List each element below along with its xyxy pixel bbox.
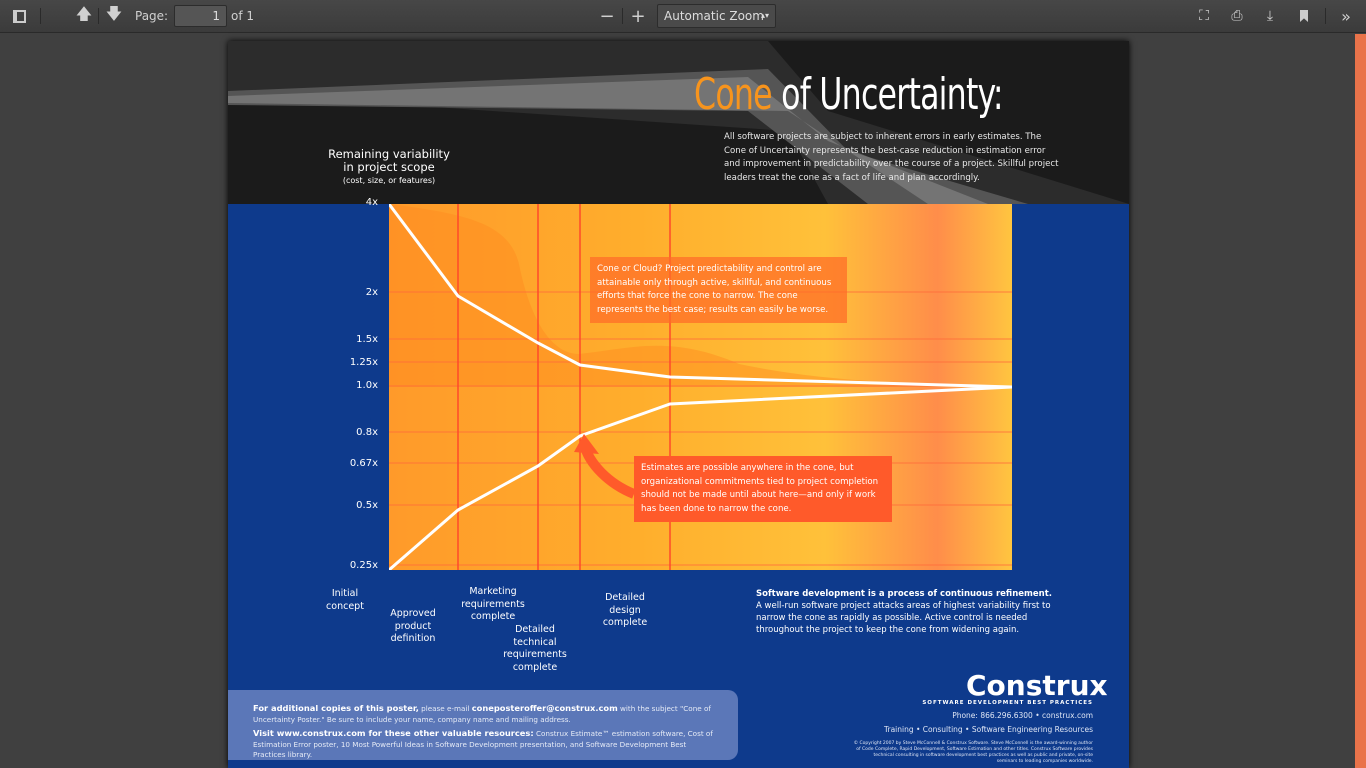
copies-heading: For additional copies of this poster,: [253, 703, 419, 713]
milestone-label: Detailed technical requirements complete: [503, 624, 567, 673]
print-icon: ⎙: [1231, 8, 1243, 24]
y-tick-label: 1.0x: [356, 380, 378, 391]
arrowhead-icon: [574, 434, 599, 454]
cone-upper-line: [387, 203, 1013, 389]
cloud-callout: Cone or Cloud? Project predictability an…: [590, 257, 847, 323]
print-button[interactable]: ⎙: [1226, 5, 1248, 27]
y-tick-label: 0.67x: [349, 458, 378, 469]
header-swoosh: [228, 41, 1129, 204]
visit-heading[interactable]: Visit www.construx.com for these other v…: [253, 728, 534, 738]
zoom-value: Automatic Zoom: [664, 9, 764, 23]
scrollbar[interactable]: [1355, 34, 1366, 768]
y-tick-label: 1.5x: [356, 334, 378, 345]
title-rest: of Uncertainty:: [771, 69, 1003, 120]
bookmark-icon: [1300, 10, 1308, 22]
arrow-up-icon: 🡅: [75, 3, 93, 23]
select-arrows-icon: ▴▾: [760, 11, 769, 20]
download-icon: ⤓: [1266, 8, 1274, 24]
arrow-down-icon: 🡇: [105, 3, 123, 23]
previous-page-button[interactable]: 🡅: [73, 3, 95, 27]
email-link[interactable]: coneposteroffer@construx.com: [471, 703, 618, 713]
presentation-mode-button[interactable]: ⛶: [1193, 5, 1215, 27]
cone-svg: [387, 203, 1013, 572]
next-page-button[interactable]: 🡇: [103, 3, 125, 27]
page-count: of 1: [231, 9, 255, 23]
poster-title: Cone of Uncertainty:: [694, 69, 1004, 120]
pdf-page: Cone of Uncertainty: All software projec…: [228, 41, 1129, 768]
download-button[interactable]: ⤓: [1259, 5, 1281, 27]
cone-chart: Cone or Cloud? Project predictability an…: [387, 203, 1013, 572]
y-tick-label: 4x: [365, 197, 378, 208]
sidebar-toggle-icon: [12, 9, 26, 23]
page-label: Page:: [135, 9, 169, 23]
ylabel-line1: Remaining variability: [328, 147, 450, 161]
milestone-label: Approved product definition: [390, 608, 436, 644]
chevrons-right-icon: »: [1341, 6, 1351, 26]
zoom-in-button[interactable]: +: [628, 5, 648, 27]
refine-title: Software development is a process of con…: [756, 589, 1052, 599]
copies-text-2: with the subject "Cone of Uncertainty Po…: [253, 704, 711, 724]
phone-text: Phone: 866.296.6300 • construx.com: [952, 711, 1093, 720]
footer-info-box: For additional copies of this poster, pl…: [228, 690, 738, 760]
fullscreen-icon: ⛶: [1199, 8, 1209, 24]
y-tick-label: 2x: [365, 287, 378, 298]
y-tick-label: 0.5x: [356, 500, 378, 511]
ylabel-sub: (cost, size, or features): [342, 176, 436, 185]
ylabel-line2: in project scope: [343, 160, 435, 174]
y-tick-label: 0.8x: [356, 427, 378, 438]
pdf-toolbar: 🡅 🡇 Page: of 1 − + Automatic Zoom▴▾ ⛶ ⎙ …: [0, 0, 1366, 33]
logo-tagline: SOFTWARE DEVELOPMENT BEST PRACTICES: [922, 700, 1093, 706]
services-text: Training • Consulting • Software Enginee…: [884, 725, 1093, 734]
milestone-label: Detailed design complete: [602, 592, 648, 628]
refine-body: A well-run software project attacks area…: [756, 601, 1051, 635]
bookmark-button[interactable]: [1293, 5, 1315, 27]
refinement-text: Software development is a process of con…: [756, 588, 1056, 636]
poster-header: Cone of Uncertainty: All software projec…: [228, 41, 1129, 204]
milestone-label: Marketing requirements complete: [461, 586, 525, 622]
minus-icon: −: [599, 5, 615, 27]
title-accent: Cone: [694, 69, 773, 120]
zoom-select[interactable]: Automatic Zoom ▴▾: [657, 4, 776, 28]
visit-text: Construx Estimate™ estimation software, …: [253, 729, 713, 759]
tools-button[interactable]: »: [1334, 5, 1358, 27]
y-tick-label: 0.25x: [349, 560, 378, 571]
zoom-out-button[interactable]: −: [597, 5, 617, 27]
y-tick-label: 1.25x: [349, 357, 378, 368]
construx-logo: Construx: [966, 669, 1108, 702]
plus-icon: +: [630, 5, 646, 27]
milestone-label: Initial concept: [326, 588, 364, 612]
cone-lower-line: [388, 385, 1013, 572]
sidebar-toggle-button[interactable]: [8, 5, 30, 27]
y-axis-label: Remaining variability in project scope (co…: [316, 148, 462, 187]
estimates-callout: Estimates are possible anywhere in the c…: [634, 456, 892, 522]
copies-text: please e-mail: [418, 704, 472, 713]
cloud-shape: [389, 204, 1012, 387]
page-number-input[interactable]: [174, 5, 227, 27]
copyright-text: © Copyright 2007 by Steve McConnell & Co…: [853, 741, 1093, 764]
intro-text: All software projects are subject to inh…: [724, 132, 1059, 183]
